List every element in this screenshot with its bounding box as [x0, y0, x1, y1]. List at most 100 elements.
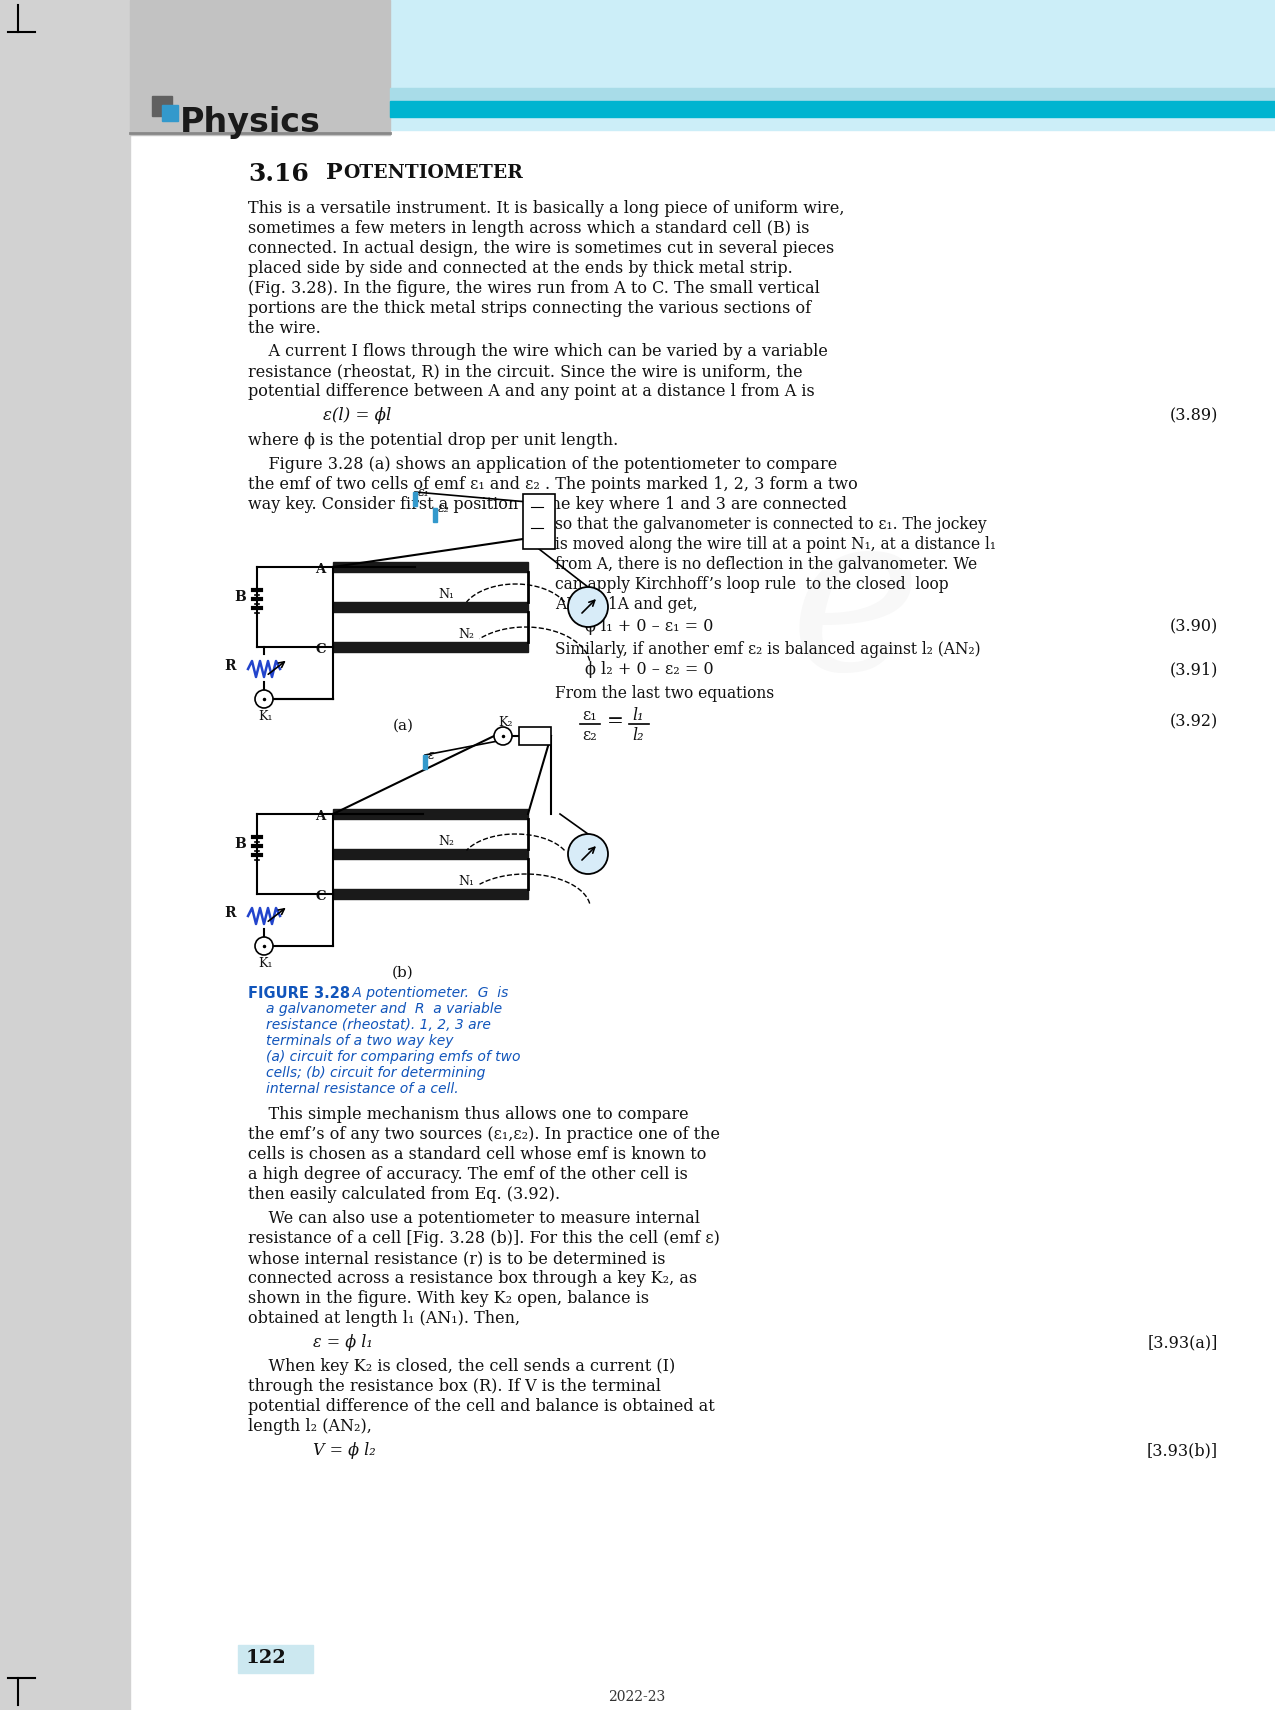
Text: From the last two equations: From the last two equations: [555, 686, 774, 703]
Text: (3.90): (3.90): [1169, 617, 1218, 634]
Bar: [238, 1645, 312, 1672]
Text: ϕ l₁ + 0 – ε₁ = 0: ϕ l₁ + 0 – ε₁ = 0: [585, 617, 714, 634]
Text: portions are the thick metal strips connecting the various sections of: portions are the thick metal strips conn…: [249, 299, 811, 316]
Text: 122: 122: [246, 1648, 287, 1667]
Text: (b): (b): [393, 966, 414, 980]
Bar: [390, 87, 1275, 101]
Text: resistance (rheostat). 1, 2, 3 are: resistance (rheostat). 1, 2, 3 are: [266, 1017, 491, 1033]
Text: shown in the figure. With key K₂ open, balance is: shown in the figure. With key K₂ open, b…: [249, 1289, 649, 1306]
Text: connected. In actual design, the wire is sometimes cut in several pieces: connected. In actual design, the wire is…: [249, 239, 834, 256]
Text: the wire.: the wire.: [249, 320, 321, 337]
Text: [3.93(a)]: [3.93(a)]: [1148, 1334, 1218, 1351]
Circle shape: [255, 937, 273, 954]
Text: the emf of two cells of emf ε₁ and ε₂ . The points marked 1, 2, 3 form a two: the emf of two cells of emf ε₁ and ε₂ . …: [249, 475, 858, 492]
Text: ε(l) = ϕl: ε(l) = ϕl: [323, 407, 391, 424]
Text: K₂: K₂: [499, 716, 513, 728]
Text: C: C: [315, 643, 325, 657]
Text: A current I flows through the wire which can be varied by a variable: A current I flows through the wire which…: [249, 344, 827, 361]
Text: cells is chosen as a standard cell whose emf is known to: cells is chosen as a standard cell whose…: [249, 1146, 706, 1163]
Text: N₂: N₂: [439, 834, 454, 848]
Text: (a): (a): [393, 718, 413, 734]
Bar: [162, 104, 179, 121]
Text: This is a versatile instrument. It is basically a long piece of uniform wire,: This is a versatile instrument. It is ba…: [249, 200, 844, 217]
Circle shape: [255, 691, 273, 708]
Text: G: G: [583, 846, 594, 862]
Text: then easily calculated from Eq. (3.92).: then easily calculated from Eq. (3.92).: [249, 1187, 560, 1204]
Text: a galvanometer and  R  a variable: a galvanometer and R a variable: [266, 1002, 502, 1016]
Bar: [0, 0, 130, 1710]
Bar: [523, 494, 555, 549]
Text: ε₁: ε₁: [581, 706, 597, 723]
Text: ε = ϕ l₁: ε = ϕ l₁: [312, 1334, 372, 1351]
Text: B: B: [235, 590, 246, 604]
Text: internal resistance of a cell.: internal resistance of a cell.: [266, 1082, 459, 1096]
Text: A potentiometer.  G  is: A potentiometer. G is: [348, 987, 509, 1000]
Text: R.B.: R.B.: [521, 728, 544, 739]
Text: ε: ε: [428, 749, 435, 763]
Bar: [413, 492, 417, 506]
Text: C: C: [315, 889, 325, 903]
Bar: [519, 727, 551, 746]
Text: 1: 1: [533, 496, 541, 506]
Text: way key. Consider first a position of the key where 1 and 3 are connected: way key. Consider first a position of th…: [249, 496, 847, 513]
Bar: [333, 848, 528, 858]
Text: so that the galvanometer is connected to ε₁. The jockey: so that the galvanometer is connected to…: [555, 516, 987, 534]
Text: 2: 2: [533, 534, 541, 544]
Text: N₁: N₁: [439, 588, 454, 600]
Bar: [434, 508, 437, 522]
Text: potential difference of the cell and balance is obtained at: potential difference of the cell and bal…: [249, 1399, 715, 1414]
Text: A: A: [315, 563, 325, 576]
Text: B: B: [235, 836, 246, 852]
Text: R: R: [224, 658, 236, 674]
Text: K₁: K₁: [258, 958, 273, 970]
Text: [3.93(b)]: [3.93(b)]: [1148, 1442, 1218, 1459]
Bar: [390, 101, 1275, 116]
Text: potential difference between A and any point at a distance l from A is: potential difference between A and any p…: [249, 383, 815, 400]
Text: Similarly, if another emf ε₂ is balanced against l₂ (AN₂): Similarly, if another emf ε₂ is balanced…: [555, 641, 980, 658]
Text: (3.92): (3.92): [1169, 713, 1218, 730]
Bar: [0, 0, 1275, 130]
Bar: [333, 889, 528, 899]
Text: =: =: [607, 711, 623, 730]
Text: K₁: K₁: [258, 710, 273, 723]
Text: Figure 3.28 (a) shows an application of the potentiometer to compare: Figure 3.28 (a) shows an application of …: [249, 457, 838, 474]
Text: (3.89): (3.89): [1169, 407, 1218, 424]
Text: OTENTIOMETER: OTENTIOMETER: [343, 164, 523, 181]
Text: is moved along the wire till at a point N₁, at a distance l₁: is moved along the wire till at a point …: [555, 535, 996, 552]
Bar: [333, 602, 528, 612]
Circle shape: [567, 834, 608, 874]
Bar: [333, 809, 528, 819]
Text: ε₁: ε₁: [418, 486, 430, 499]
Text: ε₂: ε₂: [439, 503, 450, 515]
Bar: [130, 0, 390, 135]
Text: obtained at length l₁ (AN₁). Then,: obtained at length l₁ (AN₁). Then,: [249, 1310, 520, 1327]
Text: When key K₂ is closed, the cell sends a current (I): When key K₂ is closed, the cell sends a …: [249, 1358, 676, 1375]
Text: ε₂: ε₂: [581, 727, 597, 744]
Text: whose internal resistance (r) is to be determined is: whose internal resistance (r) is to be d…: [249, 1250, 666, 1267]
Text: AN₁G31A and get,: AN₁G31A and get,: [555, 597, 697, 612]
Text: 3: 3: [533, 515, 541, 525]
Text: a high degree of accuracy. The emf of the other cell is: a high degree of accuracy. The emf of th…: [249, 1166, 688, 1183]
Text: FIGURE 3.28: FIGURE 3.28: [249, 987, 351, 1000]
Text: from A, there is no deflection in the galvanometer. We: from A, there is no deflection in the ga…: [555, 556, 977, 573]
Text: l₁: l₁: [632, 706, 644, 723]
Text: R: R: [224, 906, 236, 920]
Text: Physics: Physics: [180, 106, 321, 139]
Text: 2022-23: 2022-23: [608, 1689, 666, 1703]
Text: resistance (rheostat, R) in the circuit. Since the wire is uniform, the: resistance (rheostat, R) in the circuit.…: [249, 363, 803, 380]
Text: (3.91): (3.91): [1169, 662, 1218, 677]
Text: l₂: l₂: [632, 727, 644, 744]
Bar: [333, 641, 528, 652]
Text: through the resistance box (R). If V is the terminal: through the resistance box (R). If V is …: [249, 1378, 660, 1395]
Text: e: e: [790, 499, 922, 716]
Text: placed side by side and connected at the ends by thick metal strip.: placed side by side and connected at the…: [249, 260, 793, 277]
Text: G: G: [583, 600, 594, 614]
Text: N₁: N₁: [458, 876, 474, 887]
Text: sometimes a few meters in length across which a standard cell (B) is: sometimes a few meters in length across …: [249, 221, 810, 238]
Text: (Fig. 3.28). In the figure, the wires run from A to C. The small vertical: (Fig. 3.28). In the figure, the wires ru…: [249, 280, 820, 298]
Text: (a) circuit for comparing emfs of two: (a) circuit for comparing emfs of two: [266, 1050, 520, 1064]
Text: A: A: [315, 811, 325, 823]
Text: V = ϕ l₂: V = ϕ l₂: [312, 1442, 376, 1459]
Bar: [423, 756, 427, 770]
Text: connected across a resistance box through a key K₂, as: connected across a resistance box throug…: [249, 1271, 697, 1288]
